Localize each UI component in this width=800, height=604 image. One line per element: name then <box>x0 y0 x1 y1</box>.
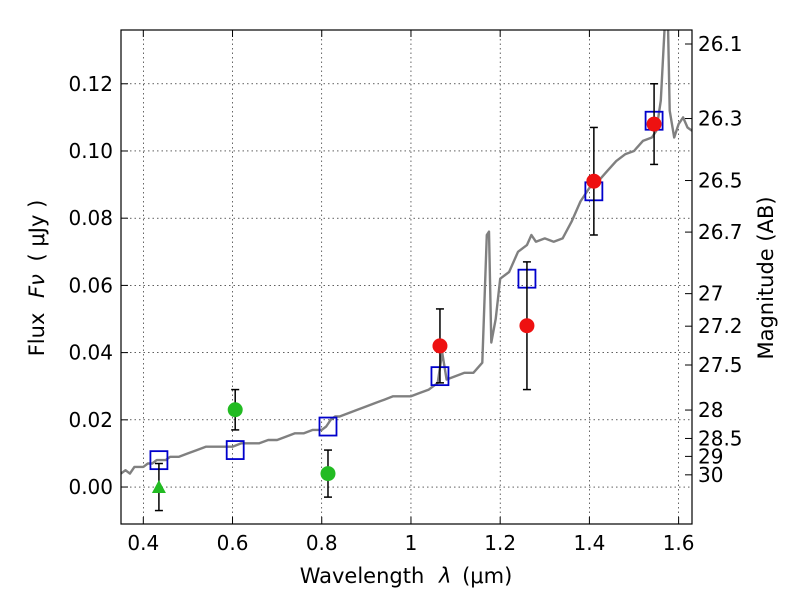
y2-tick-label: 28 <box>698 398 723 422</box>
y2-tick-label: 26.3 <box>698 107 743 131</box>
y2-tick-label: 27.2 <box>698 314 743 338</box>
x-tick-label: 1.4 <box>573 531 605 555</box>
y2-tick-label: 26.5 <box>698 169 743 193</box>
y2-axis-label: Magnitude (AB) <box>754 196 778 359</box>
x-tick-label: 0.8 <box>306 531 338 555</box>
data-point-marker <box>320 466 336 482</box>
y-axis-label: Flux Fν ( μJy ) <box>25 200 49 357</box>
label-layer: Wavelength λ (μm) Flux Fν ( μJy ) Magnit… <box>25 196 778 588</box>
y-tick-label: 0.12 <box>68 72 113 96</box>
y2-tick-label: 27 <box>698 282 723 306</box>
y2-tick-label: 28.5 <box>698 426 743 450</box>
y-tick-label: 0.02 <box>68 408 113 432</box>
data-point-marker <box>227 402 243 418</box>
y-tick-label: 0.08 <box>68 206 113 230</box>
y2-tick-label: 30 <box>698 463 723 487</box>
x-tick-label: 0.4 <box>127 531 159 555</box>
y2-tick-label: 29 <box>698 444 723 468</box>
axes-layer: 0.4 0.6 0.8 1 1.2 1.4 1.6 0.00 0.02 0.04 0.06 0.08 0… <box>68 29 743 555</box>
x-tick-label: 1.6 <box>663 531 695 555</box>
data-point-marker <box>519 318 535 334</box>
model-square-marker <box>318 416 338 437</box>
y2-tick-label: 26.7 <box>698 220 743 244</box>
y2-tick-label: 27.5 <box>698 353 743 377</box>
x-axis-label: Wavelength λ (μm) <box>300 564 513 588</box>
y-tick-label: 0.04 <box>68 341 113 365</box>
sed-line <box>121 30 692 475</box>
y-tick-label: 0.10 <box>68 139 113 163</box>
data-point-marker <box>586 173 602 189</box>
data-point-marker <box>432 338 448 354</box>
plot-layer <box>121 30 692 512</box>
y-tick-label: 0.06 <box>68 273 113 297</box>
model-square-marker <box>225 440 245 460</box>
grid-layer <box>121 30 692 524</box>
data-point-marker <box>646 116 662 132</box>
y2-tick-label: 26.1 <box>698 32 743 56</box>
plot-frame <box>120 29 693 525</box>
x-tick-label: 1.2 <box>484 531 516 555</box>
x-tick-label: 1 <box>405 531 418 555</box>
y-tick-label: 0.00 <box>68 475 113 499</box>
x-tick-label: 0.6 <box>217 531 249 555</box>
upper-limit-marker <box>151 480 166 494</box>
